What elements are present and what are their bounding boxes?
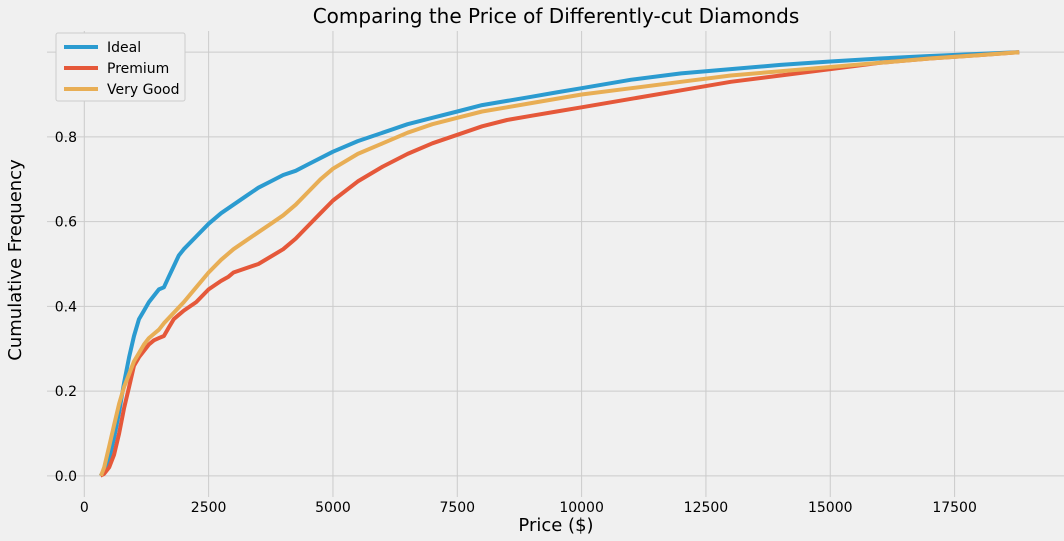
grid-layer bbox=[47, 31, 1064, 497]
y-tick-label: 0.2 bbox=[55, 384, 77, 400]
y-tick-label: 0.4 bbox=[55, 299, 77, 315]
legend-label: Ideal bbox=[107, 40, 141, 56]
legend: Ideal Premium Very Good bbox=[55, 32, 186, 102]
legend-label: Very Good bbox=[107, 82, 179, 98]
x-tick-label: 0 bbox=[80, 500, 89, 516]
x-tick-label: 12500 bbox=[684, 500, 729, 516]
y-tick-label: 0.0 bbox=[55, 469, 77, 485]
legend-label: Premium bbox=[107, 61, 169, 77]
tick-layer: 0 2500 5000 7500 10000 12500 15000 17500 0.0 0.2 0… bbox=[55, 45, 977, 516]
series-line-very-good bbox=[99, 50, 1020, 477]
legend-box bbox=[55, 32, 186, 102]
x-tick-label: 10000 bbox=[559, 500, 604, 516]
series-line-premium bbox=[99, 50, 1020, 478]
x-tick-label: 17500 bbox=[932, 500, 977, 516]
y-axis-label: Cumulative Frequency bbox=[5, 159, 26, 361]
x-tick-label: 7500 bbox=[439, 500, 475, 516]
x-axis-label: Price ($) bbox=[518, 515, 593, 536]
x-tick-label: 15000 bbox=[808, 500, 853, 516]
y-tick-label: 0.8 bbox=[55, 130, 77, 146]
x-tick-label: 2500 bbox=[191, 500, 227, 516]
x-tick-label: 5000 bbox=[315, 500, 351, 516]
series-line-ideal bbox=[98, 50, 1020, 478]
series-layer bbox=[98, 50, 1020, 478]
chart-title: Comparing the Price of Differently-cut D… bbox=[313, 4, 800, 28]
y-tick-label: 0.6 bbox=[55, 215, 77, 231]
